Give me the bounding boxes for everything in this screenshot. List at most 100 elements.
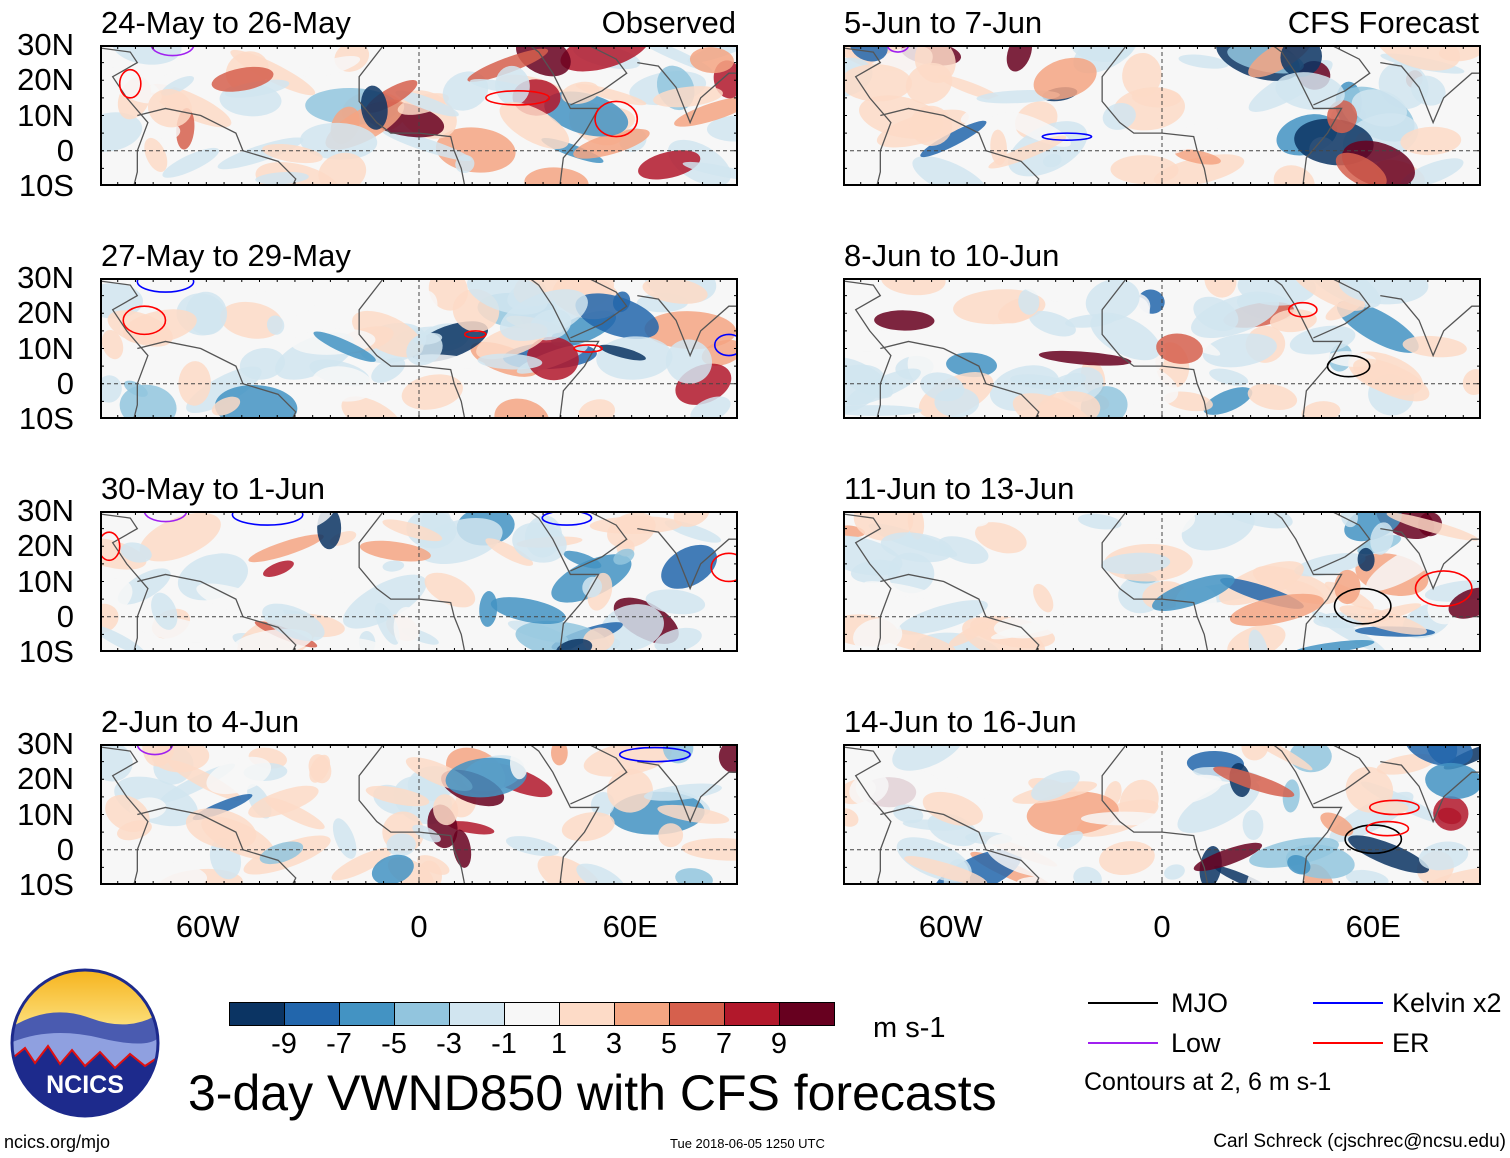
wind-anomaly-blob — [374, 602, 400, 645]
legend-line-kelvin — [1313, 1002, 1383, 1004]
wind-anomaly-blob — [1353, 358, 1430, 402]
wind-anomaly-blob — [1366, 539, 1448, 592]
wind-anomaly-blob — [1131, 87, 1182, 108]
low-contour — [886, 45, 910, 53]
wind-anomaly-blob — [248, 785, 319, 818]
panel-frame — [843, 45, 1481, 186]
wind-anomaly-blob — [1122, 52, 1162, 98]
mjo-contour — [1326, 354, 1371, 378]
wind-anomaly-blob — [1404, 744, 1473, 767]
lon-tick-label: 60W — [175, 909, 240, 944]
wind-anomaly-blob — [1202, 333, 1277, 368]
wind-anomaly-blob — [563, 550, 602, 569]
footer-url[interactable]: ncics.org/mjo — [4, 1132, 111, 1152]
coastline — [383, 744, 600, 885]
wind-anomaly-blob — [1357, 547, 1375, 572]
legend-label-low: Low — [1171, 1028, 1221, 1058]
coastline — [100, 513, 149, 652]
coastline — [637, 61, 738, 125]
wind-anomaly-blob — [1348, 835, 1429, 874]
lat-tick-label: 20N — [17, 295, 74, 331]
coastline — [880, 806, 1040, 885]
lat-tick-label: 10N — [17, 97, 74, 133]
map-panel — [100, 511, 738, 652]
colorbar-tick-label: 9 — [770, 1028, 788, 1060]
map-panel — [100, 744, 738, 885]
coastline — [358, 744, 466, 885]
wind-anomaly-blob — [1336, 300, 1419, 353]
coastline — [637, 527, 738, 591]
wind-anomaly-blob — [1245, 859, 1274, 885]
colorbar-tick-label: -5 — [381, 1028, 407, 1060]
wind-anomaly-blob — [991, 615, 1080, 640]
wind-anomaly-blob — [1006, 45, 1033, 72]
wind-anomaly-blob — [920, 120, 987, 158]
wind-anomaly-blob — [905, 62, 953, 104]
wind-anomaly-blob — [1018, 288, 1040, 315]
wind-anomaly-blob — [1077, 513, 1122, 530]
panel-frame — [843, 511, 1481, 652]
panel-title: 11-Jun to 13-Jun — [844, 471, 1075, 506]
lat-tick-label: 30N — [17, 260, 74, 295]
colorbar-swatch — [559, 1002, 615, 1026]
wind-anomaly-blob — [1010, 374, 1067, 390]
wind-anomaly-blob — [1026, 791, 1119, 836]
panel-title: 8-Jun to 10-Jun — [844, 238, 1060, 273]
wind-anomaly-blob — [266, 315, 285, 335]
wind-anomaly-blob — [1289, 278, 1365, 311]
wind-anomaly-blob — [1241, 744, 1269, 761]
wind-anomaly-blob — [211, 66, 274, 92]
wind-anomaly-blob — [674, 96, 738, 127]
wind-anomaly-blob — [643, 783, 722, 801]
coastline — [137, 107, 297, 186]
wind-anomaly-blob — [1462, 369, 1481, 395]
coastline — [637, 760, 738, 824]
wind-anomaly-blob — [551, 744, 568, 766]
coastline — [383, 278, 600, 419]
wind-anomaly-blob — [843, 330, 919, 352]
wind-anomaly-blob — [1247, 383, 1298, 410]
colorbar-tick-label: 1 — [550, 1028, 568, 1060]
wind-anomaly-blob — [381, 129, 472, 162]
wind-anomaly-blob — [874, 310, 935, 331]
wind-anomaly-blob — [661, 544, 718, 589]
wind-anomaly-blob — [607, 512, 656, 548]
wind-anomaly-blob — [1008, 278, 1060, 302]
wind-anomaly-blob — [100, 112, 143, 152]
wind-anomaly-blob — [1242, 809, 1264, 841]
wind-anomaly-blob — [1174, 149, 1221, 165]
lat-tick-label: 20N — [17, 528, 74, 564]
colorbar-swatch — [504, 1002, 560, 1026]
wind-anomaly-blob — [313, 331, 376, 362]
low-contour — [143, 511, 188, 523]
coastline — [1126, 511, 1343, 652]
coastline — [137, 573, 297, 652]
er-contour — [594, 100, 639, 138]
er-contour — [1287, 301, 1318, 318]
wind-anomaly-blob — [417, 855, 450, 875]
wind-anomaly-blob — [524, 167, 589, 186]
wind-anomaly-blob — [413, 332, 443, 345]
coastline — [843, 280, 892, 419]
wind-anomaly-blob — [645, 589, 706, 615]
coastline — [100, 746, 149, 885]
coastline — [358, 278, 466, 419]
wind-anomaly-blob — [948, 621, 992, 647]
coastline — [1380, 294, 1481, 358]
wind-anomaly-blob — [904, 856, 988, 885]
wind-anomaly-blob — [1193, 296, 1239, 332]
er-contour — [710, 552, 738, 583]
coastline — [1126, 744, 1343, 885]
map-panel — [843, 278, 1481, 419]
coastline — [1126, 278, 1343, 419]
wind-anomaly-blob — [220, 301, 283, 339]
wind-anomaly-blob — [638, 150, 701, 180]
coastline — [137, 340, 297, 419]
er-contour — [1368, 799, 1420, 816]
kelvin-contour — [1041, 132, 1093, 141]
wind-anomaly-blob — [1080, 811, 1168, 826]
colorbar-tick-label: 7 — [715, 1028, 733, 1060]
colorbar-swatch — [394, 1002, 450, 1026]
panel-frame — [100, 45, 738, 186]
wind-anomaly-blob — [575, 83, 647, 106]
